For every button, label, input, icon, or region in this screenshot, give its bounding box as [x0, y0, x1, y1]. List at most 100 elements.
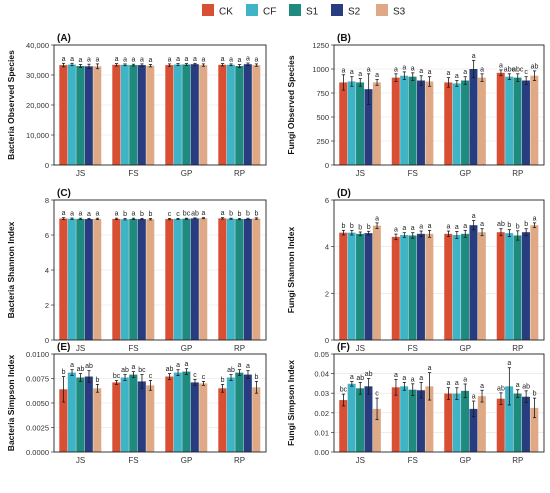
bar-gp-cf: [173, 372, 182, 452]
significance-letter: a: [463, 69, 467, 76]
plot-frame: [53, 353, 267, 453]
bar-gp-cf: [452, 235, 461, 340]
bar-fs-ck: [391, 236, 400, 340]
significance-letter: a: [238, 362, 242, 369]
significance-letter: b: [229, 211, 233, 218]
bar-rp-cf: [226, 218, 235, 340]
significance-letter: a: [62, 56, 66, 63]
significance-letter: ab: [121, 367, 129, 374]
significance-letter: a: [358, 71, 362, 78]
significance-letter: c: [149, 373, 153, 380]
y-axis-label: Bacteria Simpson Index: [6, 355, 16, 452]
significance-letter: bc: [183, 211, 191, 218]
legend: CK CF S1 S2 S3: [202, 4, 406, 18]
bar-gp-ck: [444, 393, 453, 452]
significance-letter: a: [96, 211, 100, 218]
y-tick-label: 20,000: [26, 101, 49, 110]
significance-letter: a: [375, 72, 379, 79]
legend-swatch: [246, 4, 258, 16]
bar-gp-s1: [461, 80, 470, 165]
x-tick-label: JS: [356, 169, 365, 178]
x-tick-label: RP: [512, 456, 523, 465]
significance-letter: c: [168, 211, 172, 218]
bar-fs-s1: [129, 374, 138, 452]
bar-fs-s3: [146, 65, 155, 165]
significance-letter: ab: [85, 363, 93, 370]
x-tick-label: RP: [234, 169, 245, 178]
bar-gp-s3: [199, 383, 208, 452]
legend-item-cf: CF: [246, 4, 276, 18]
bar-js-s3: [372, 408, 381, 452]
significance-letter: a: [455, 380, 459, 387]
significance-letter: c: [202, 374, 206, 381]
bar-js-cf: [67, 64, 76, 165]
significance-letter: a: [246, 363, 250, 370]
significance-letter: a: [455, 224, 459, 231]
y-tick-label: 30,000: [26, 71, 49, 80]
bar-js-s1: [356, 82, 365, 165]
significance-letter: a: [70, 362, 74, 369]
bar-js-cf: [347, 383, 356, 452]
legend-item-s2: S2: [331, 4, 361, 18]
significance-letter: a: [70, 211, 74, 218]
bar-fs-s1: [408, 235, 417, 340]
significance-letter: a: [238, 57, 242, 64]
y-axis-label: Fungi Shannon Index: [286, 227, 296, 314]
bar-gp-s1: [182, 64, 191, 165]
significance-letter: a: [185, 361, 189, 368]
legend-swatch: [376, 4, 388, 16]
bar-js-ck: [59, 218, 68, 340]
significance-letter: a: [350, 374, 354, 381]
significance-letter: a: [96, 56, 100, 63]
bar-fs-ck: [112, 64, 121, 165]
y-tick-label: 1000: [312, 65, 329, 74]
significance-letter: a: [79, 211, 83, 218]
significance-letter: ab: [497, 221, 505, 228]
bar-gp-s2: [190, 64, 199, 165]
bar-rp-s2: [521, 232, 530, 340]
bar-js-s2: [364, 233, 373, 340]
y-axis-label: Bacteria Observed Species: [6, 50, 16, 160]
significance-letter: a: [428, 69, 432, 76]
bar-gp-cf: [452, 83, 461, 165]
y-tick-label: 0.0000: [26, 448, 49, 457]
significance-letter: a: [419, 68, 423, 75]
significance-letter: a: [402, 375, 406, 382]
significance-letter: a: [132, 57, 136, 64]
bar-rp-s1: [235, 219, 244, 340]
bar-gp-s1: [182, 371, 191, 452]
legend-swatch: [289, 4, 301, 16]
bar-gp-ck: [444, 82, 453, 165]
x-tick-label: JS: [356, 456, 365, 465]
bar-gp-cf: [173, 218, 182, 340]
x-tick-label: GP: [459, 456, 471, 465]
significance-letter: b: [255, 210, 259, 217]
bar-rp-ck: [496, 72, 505, 165]
bar-js-cf: [347, 81, 356, 165]
significance-letter: ab: [77, 366, 85, 373]
significance-letter: b: [507, 222, 511, 229]
x-tick-label: FS: [408, 169, 418, 178]
significance-letter: a: [472, 213, 476, 220]
y-tick-label: 0.00: [314, 448, 329, 457]
significance-letter: a: [472, 53, 476, 60]
bar-js-s1: [76, 377, 85, 452]
x-tick-label: RP: [512, 169, 523, 178]
significance-letter: a: [115, 56, 119, 63]
x-tick-label: RP: [234, 344, 245, 353]
y-tick-label: 0.0100: [26, 350, 49, 359]
bar-gp-s3: [477, 77, 486, 165]
bar-js-s1: [356, 233, 365, 340]
significance-letter: a: [463, 223, 467, 230]
y-axis-label: Fungi Observed Species: [286, 55, 296, 154]
significance-letter: a: [411, 376, 415, 383]
bar-js-cf: [67, 218, 76, 340]
significance-letter: b: [238, 211, 242, 218]
bar-js-s3: [93, 218, 102, 340]
y-tick-label: 0: [325, 336, 329, 345]
bar-fs-s1: [129, 218, 138, 340]
bar-gp-ck: [165, 219, 174, 340]
